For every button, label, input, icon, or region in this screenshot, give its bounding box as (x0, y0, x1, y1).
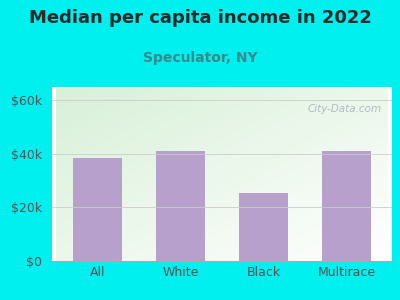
Bar (73, 158, 122, 261)
Bar (156, 151, 206, 261)
Bar (322, 151, 371, 261)
Text: Speculator, NY: Speculator, NY (143, 51, 257, 65)
Bar (238, 193, 288, 261)
Text: City-Data.com: City-Data.com (308, 104, 382, 114)
Text: Median per capita income in 2022: Median per capita income in 2022 (28, 9, 372, 27)
